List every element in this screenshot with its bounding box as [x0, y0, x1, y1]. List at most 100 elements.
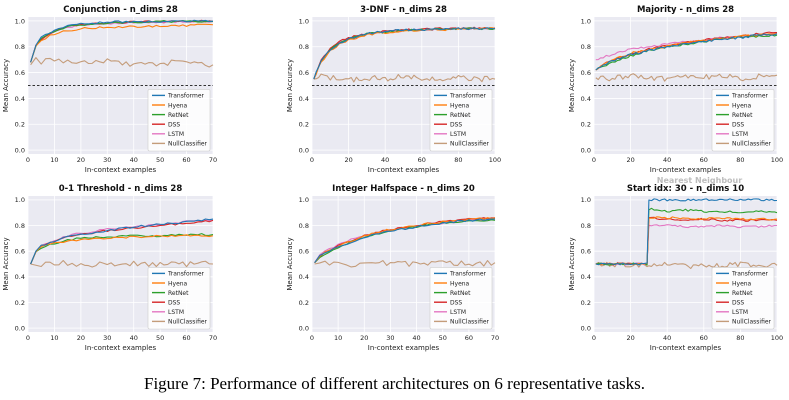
y-axis-label: Mean Accuracy: [286, 237, 294, 290]
x-tick-label: 20: [77, 156, 85, 164]
legend-label: RetNet: [168, 112, 189, 119]
series-line-hyena: [30, 23, 214, 63]
y-tick-label: 0.4: [581, 95, 591, 103]
x-tick-label: 0: [592, 334, 596, 342]
y-tick-label: 0.8: [299, 43, 309, 51]
y-tick-label: 0.6: [299, 248, 309, 256]
legend-label: LSTM: [450, 309, 466, 316]
x-tick-label: 80: [736, 156, 744, 164]
legend: Transformer Hyena RetNet DSS LSTM NullClassif…: [429, 89, 493, 152]
series-line-nullclassifier: [314, 259, 496, 268]
legend: Transformer Hyena RetNet DSS LSTM NullClassif…: [147, 89, 211, 152]
y-axis-label: Mean Accuracy: [2, 237, 10, 290]
y-tick-label: 0.0: [581, 325, 591, 333]
x-axis-label: In-context examples: [85, 166, 157, 174]
x-axis-label: In-context examples: [368, 166, 440, 174]
y-tick-label: 0.8: [15, 222, 25, 230]
y-tick-label: 0.6: [299, 69, 309, 77]
legend-label: NullClassifier: [732, 141, 772, 148]
x-tick-label: 40: [663, 334, 671, 342]
legend-label: Transformer: [167, 271, 205, 278]
chart-panel-1: 0.0 0.2 0.4 0.6 0.8 1.0 0 10 20 30 40 50 60 70 Conjunc…: [2, 5, 217, 174]
y-axis-label: Mean Accuracy: [568, 237, 576, 290]
x-tick-label: 70: [209, 334, 217, 342]
chart-panel-5: 0.0 0.2 0.4 0.6 0.8 1.0 0 10 20 30 40 50 60 70 Integer…: [286, 184, 499, 352]
x-tick-label: 20: [77, 334, 85, 342]
y-tick-label: 0.0: [299, 325, 309, 333]
legend: Transformer Hyena RetNet DSS LSTM NullClassif…: [147, 267, 211, 330]
legend: Transformer Hyena RetNet DSS LSTM NullClassif…: [711, 89, 775, 152]
legend-label: Transformer: [449, 93, 487, 100]
figure-canvas: 0.0 0.2 0.4 0.6 0.8 1.0 0 10 20 30 40 50 60 70 Conjunc…: [2, 5, 783, 352]
series-line-transformer: [595, 198, 778, 266]
x-tick-label: 20: [344, 156, 352, 164]
y-tick-label: 0.8: [299, 222, 309, 230]
legend-label: DSS: [450, 300, 462, 307]
legend-label: LSTM: [168, 309, 184, 316]
y-axis-label: Mean Accuracy: [2, 59, 10, 112]
x-tick-label: 70: [491, 334, 499, 342]
x-tick-label: 60: [465, 334, 473, 342]
legend-label: DSS: [168, 300, 180, 307]
x-tick-label: 40: [130, 156, 138, 164]
x-tick-label: 20: [360, 334, 368, 342]
legend-label: LSTM: [732, 309, 748, 316]
x-tick-label: 50: [156, 156, 164, 164]
legend-label: DSS: [732, 122, 744, 129]
y-tick-label: 0.4: [15, 273, 25, 281]
legend-label: Hyena: [450, 280, 470, 287]
series-line-transformer: [313, 27, 495, 80]
series-line-transformer: [30, 218, 214, 265]
chart-panel-3: 0.0 0.2 0.4 0.6 0.8 1.0 0 20 40 60 80 100 Majority -…: [568, 5, 783, 174]
y-tick-label: 0.0: [15, 325, 25, 333]
legend-label: LSTM: [732, 131, 748, 138]
x-tick-label: 0: [26, 334, 30, 342]
y-tick-label: 0.8: [581, 43, 591, 51]
series-line-transformer: [595, 33, 778, 71]
legend-label: Transformer: [731, 93, 769, 100]
x-tick-label: 10: [50, 334, 58, 342]
series-line-nullclassifier: [30, 57, 214, 68]
x-tick-label: 60: [182, 334, 190, 342]
legend-label: Hyena: [732, 102, 752, 109]
legend-label: RetNet: [450, 290, 471, 297]
x-axis-label: In-context examples: [650, 166, 722, 174]
series-line-transformer: [30, 19, 214, 63]
x-tick-label: 40: [412, 334, 420, 342]
x-tick-label: 80: [736, 334, 744, 342]
x-axis-label: In-context examples: [368, 344, 440, 352]
chart-title: 0-1 Threshold - n_dims 28: [59, 184, 183, 194]
y-tick-label: 0.6: [581, 69, 591, 77]
y-tick-label: 0.6: [15, 69, 25, 77]
legend-label: Hyena: [450, 102, 470, 109]
chart-panel-6: 0.0 0.2 0.4 0.6 0.8 1.0 0 20 40 60 80 100 Start idx:…: [568, 184, 783, 352]
chart-title: Conjunction - n_dims 28: [63, 5, 178, 15]
legend-label: DSS: [168, 122, 180, 129]
x-tick-label: 60: [182, 156, 190, 164]
chart-title: Integer Halfspace - n_dims 20: [332, 184, 475, 194]
y-axis-label: Mean Accuracy: [568, 59, 576, 112]
series-line-hyena: [314, 217, 496, 264]
legend-label: RetNet: [732, 112, 753, 119]
y-tick-label: 1.0: [299, 196, 309, 204]
legend-label: RetNet: [732, 290, 753, 297]
x-tick-label: 100: [771, 156, 783, 164]
x-tick-label: 70: [209, 156, 217, 164]
series-line-nullclassifier: [595, 73, 778, 82]
series-line-lstm: [595, 224, 777, 266]
legend-label: NullClassifier: [732, 319, 772, 326]
y-tick-label: 0.2: [299, 299, 309, 307]
series-line-transformer: [314, 218, 496, 264]
x-tick-label: 0: [310, 156, 314, 164]
y-tick-label: 0.4: [299, 273, 309, 281]
legend-label: Transformer: [449, 271, 487, 278]
x-tick-label: 20: [626, 156, 634, 164]
y-tick-label: 0.2: [299, 121, 309, 129]
legend-label: NullClassifier: [168, 141, 208, 148]
x-tick-label: 10: [334, 334, 342, 342]
legend-label: DSS: [450, 122, 462, 129]
legend-label: Hyena: [732, 280, 752, 287]
figure-caption: Figure 7: Performance of different archi…: [144, 374, 645, 393]
legend-label: NullClassifier: [450, 141, 490, 148]
x-tick-label: 100: [489, 156, 501, 164]
